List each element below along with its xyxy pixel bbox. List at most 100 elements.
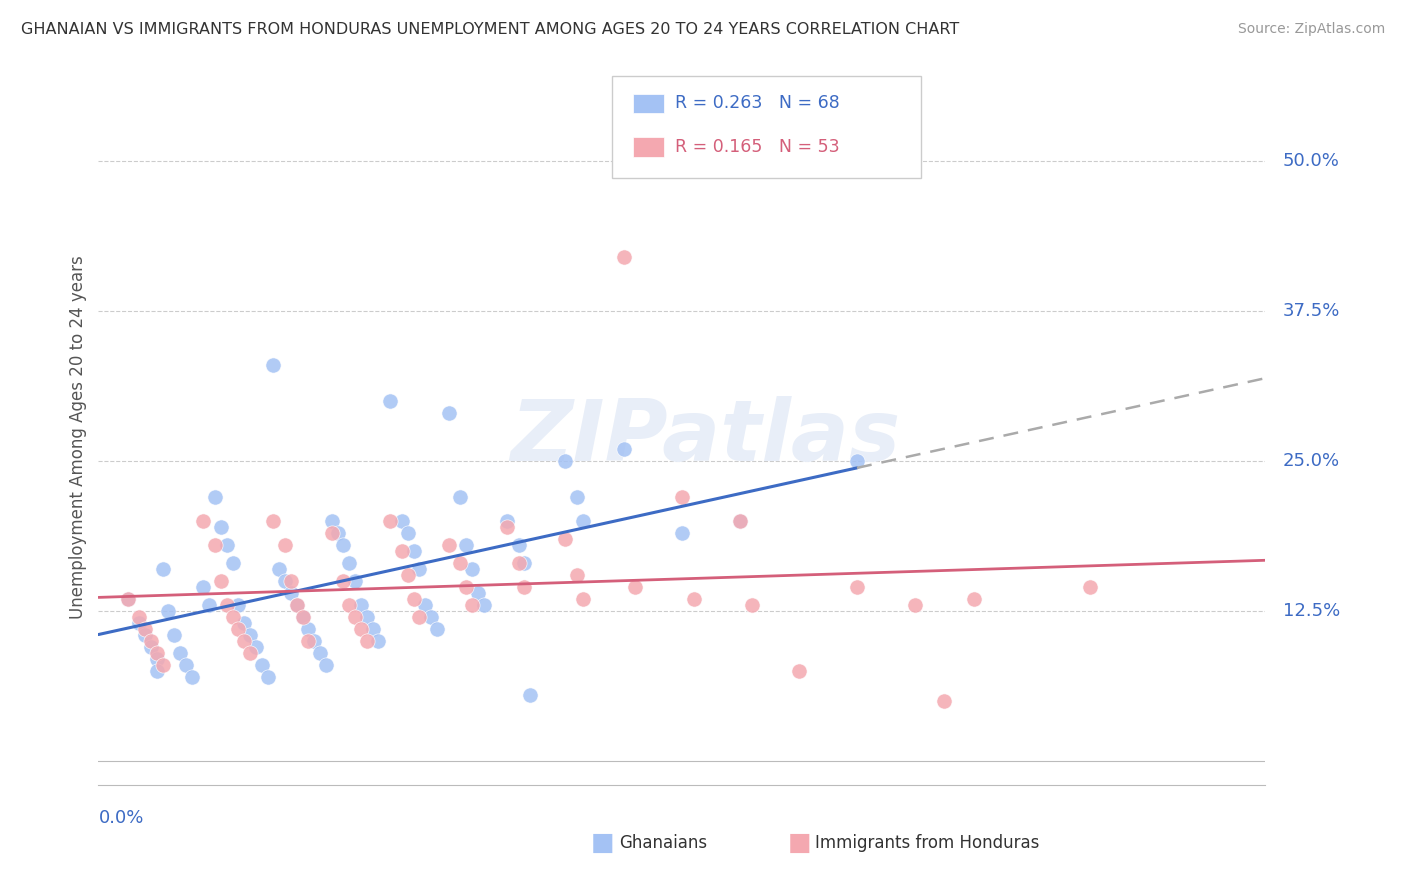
Point: [256, 670, 278, 684]
Point: [221, 556, 243, 570]
Point: [146, 652, 169, 666]
Point: [152, 562, 174, 576]
Point: [204, 490, 226, 504]
Point: [554, 532, 576, 546]
Text: 37.5%: 37.5%: [1282, 302, 1340, 320]
Point: [408, 562, 430, 576]
Point: [163, 628, 186, 642]
Point: [449, 556, 471, 570]
Text: ■: ■: [591, 831, 614, 855]
Text: 50.0%: 50.0%: [1282, 153, 1340, 170]
Point: [250, 658, 273, 673]
Point: [332, 574, 354, 588]
Text: R = 0.263   N = 68: R = 0.263 N = 68: [675, 95, 839, 112]
Point: [157, 604, 180, 618]
Point: [396, 568, 419, 582]
Text: 0.0%: 0.0%: [98, 809, 143, 827]
Text: Ghanaians: Ghanaians: [619, 834, 707, 852]
Point: [356, 610, 378, 624]
Point: [297, 622, 319, 636]
Point: [846, 580, 869, 594]
Point: [280, 586, 302, 600]
Point: [139, 640, 162, 654]
Point: [117, 592, 139, 607]
Point: [228, 598, 250, 612]
Point: [297, 634, 319, 648]
Point: [344, 610, 367, 624]
Point: [332, 538, 354, 552]
Point: [565, 568, 588, 582]
Point: [152, 658, 174, 673]
Point: [193, 514, 215, 528]
Y-axis label: Unemployment Among Ages 20 to 24 years: Unemployment Among Ages 20 to 24 years: [69, 255, 87, 619]
Point: [209, 520, 232, 534]
Point: [198, 598, 221, 612]
Point: [146, 646, 169, 660]
Point: [408, 610, 430, 624]
Point: [233, 634, 256, 648]
Point: [128, 610, 150, 624]
Point: [337, 556, 360, 570]
Point: [461, 562, 484, 576]
Point: [380, 394, 402, 409]
Point: [326, 526, 349, 541]
Point: [291, 610, 314, 624]
Point: [420, 610, 443, 624]
Point: [461, 598, 484, 612]
Point: [269, 562, 291, 576]
Point: [571, 514, 593, 528]
Point: [215, 538, 238, 552]
Text: R = 0.165   N = 53: R = 0.165 N = 53: [675, 138, 839, 156]
Point: [402, 544, 425, 558]
Point: [454, 580, 477, 594]
Point: [437, 538, 460, 552]
Point: [274, 574, 297, 588]
Point: [204, 538, 226, 552]
Point: [193, 580, 215, 594]
Point: [174, 658, 197, 673]
Point: [508, 538, 530, 552]
Point: [146, 664, 169, 678]
Point: [391, 544, 413, 558]
Point: [730, 514, 752, 528]
Point: [209, 574, 232, 588]
Point: [934, 694, 956, 708]
Point: [315, 658, 337, 673]
Point: [262, 514, 284, 528]
Point: [624, 580, 647, 594]
Point: [513, 556, 536, 570]
Point: [291, 610, 314, 624]
Point: [787, 664, 810, 678]
Point: [682, 592, 704, 607]
Point: [280, 574, 302, 588]
Text: ZIPatlas: ZIPatlas: [510, 395, 900, 479]
Point: [361, 622, 384, 636]
Point: [571, 592, 593, 607]
Point: [467, 586, 489, 600]
Text: Source: ZipAtlas.com: Source: ZipAtlas.com: [1237, 22, 1385, 37]
Point: [391, 514, 413, 528]
Point: [565, 490, 588, 504]
Point: [337, 598, 360, 612]
Point: [245, 640, 267, 654]
Point: [671, 490, 693, 504]
Point: [437, 406, 460, 420]
Point: [262, 358, 284, 372]
Point: [134, 622, 156, 636]
Point: [454, 538, 477, 552]
Point: [221, 610, 243, 624]
Text: ■: ■: [787, 831, 811, 855]
Point: [846, 454, 869, 468]
Point: [367, 634, 389, 648]
Point: [117, 592, 139, 607]
Point: [239, 628, 262, 642]
Point: [228, 622, 250, 636]
Point: [356, 634, 378, 648]
Text: GHANAIAN VS IMMIGRANTS FROM HONDURAS UNEMPLOYMENT AMONG AGES 20 TO 24 YEARS CORR: GHANAIAN VS IMMIGRANTS FROM HONDURAS UNE…: [21, 22, 959, 37]
Point: [128, 615, 150, 630]
Point: [215, 598, 238, 612]
Point: [285, 598, 308, 612]
Point: [413, 598, 436, 612]
Point: [472, 598, 495, 612]
Point: [344, 574, 367, 588]
